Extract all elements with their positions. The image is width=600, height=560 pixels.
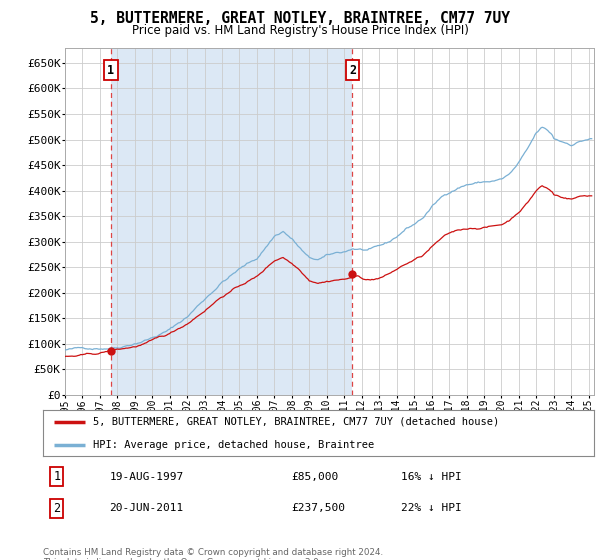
Text: £237,500: £237,500	[291, 503, 345, 514]
Bar	[111, 48, 352, 395]
Text: 1: 1	[107, 64, 114, 77]
Text: 19-AUG-1997: 19-AUG-1997	[109, 472, 184, 482]
Text: 5, BUTTERMERE, GREAT NOTLEY, BRAINTREE, CM77 7UY (detached house): 5, BUTTERMERE, GREAT NOTLEY, BRAINTREE, …	[93, 417, 499, 427]
Text: HPI: Average price, detached house, Braintree: HPI: Average price, detached house, Brai…	[93, 440, 374, 450]
Text: Price paid vs. HM Land Registry's House Price Index (HPI): Price paid vs. HM Land Registry's House …	[131, 24, 469, 37]
Text: Contains HM Land Registry data © Crown copyright and database right 2024.
This d: Contains HM Land Registry data © Crown c…	[43, 548, 383, 560]
Text: 22% ↓ HPI: 22% ↓ HPI	[401, 503, 462, 514]
Text: 1: 1	[53, 470, 61, 483]
Text: 2: 2	[53, 502, 61, 515]
Text: 2: 2	[349, 64, 356, 77]
Text: 20-JUN-2011: 20-JUN-2011	[109, 503, 184, 514]
Text: 5, BUTTERMERE, GREAT NOTLEY, BRAINTREE, CM77 7UY: 5, BUTTERMERE, GREAT NOTLEY, BRAINTREE, …	[90, 11, 510, 26]
Text: £85,000: £85,000	[291, 472, 338, 482]
Text: 16% ↓ HPI: 16% ↓ HPI	[401, 472, 462, 482]
